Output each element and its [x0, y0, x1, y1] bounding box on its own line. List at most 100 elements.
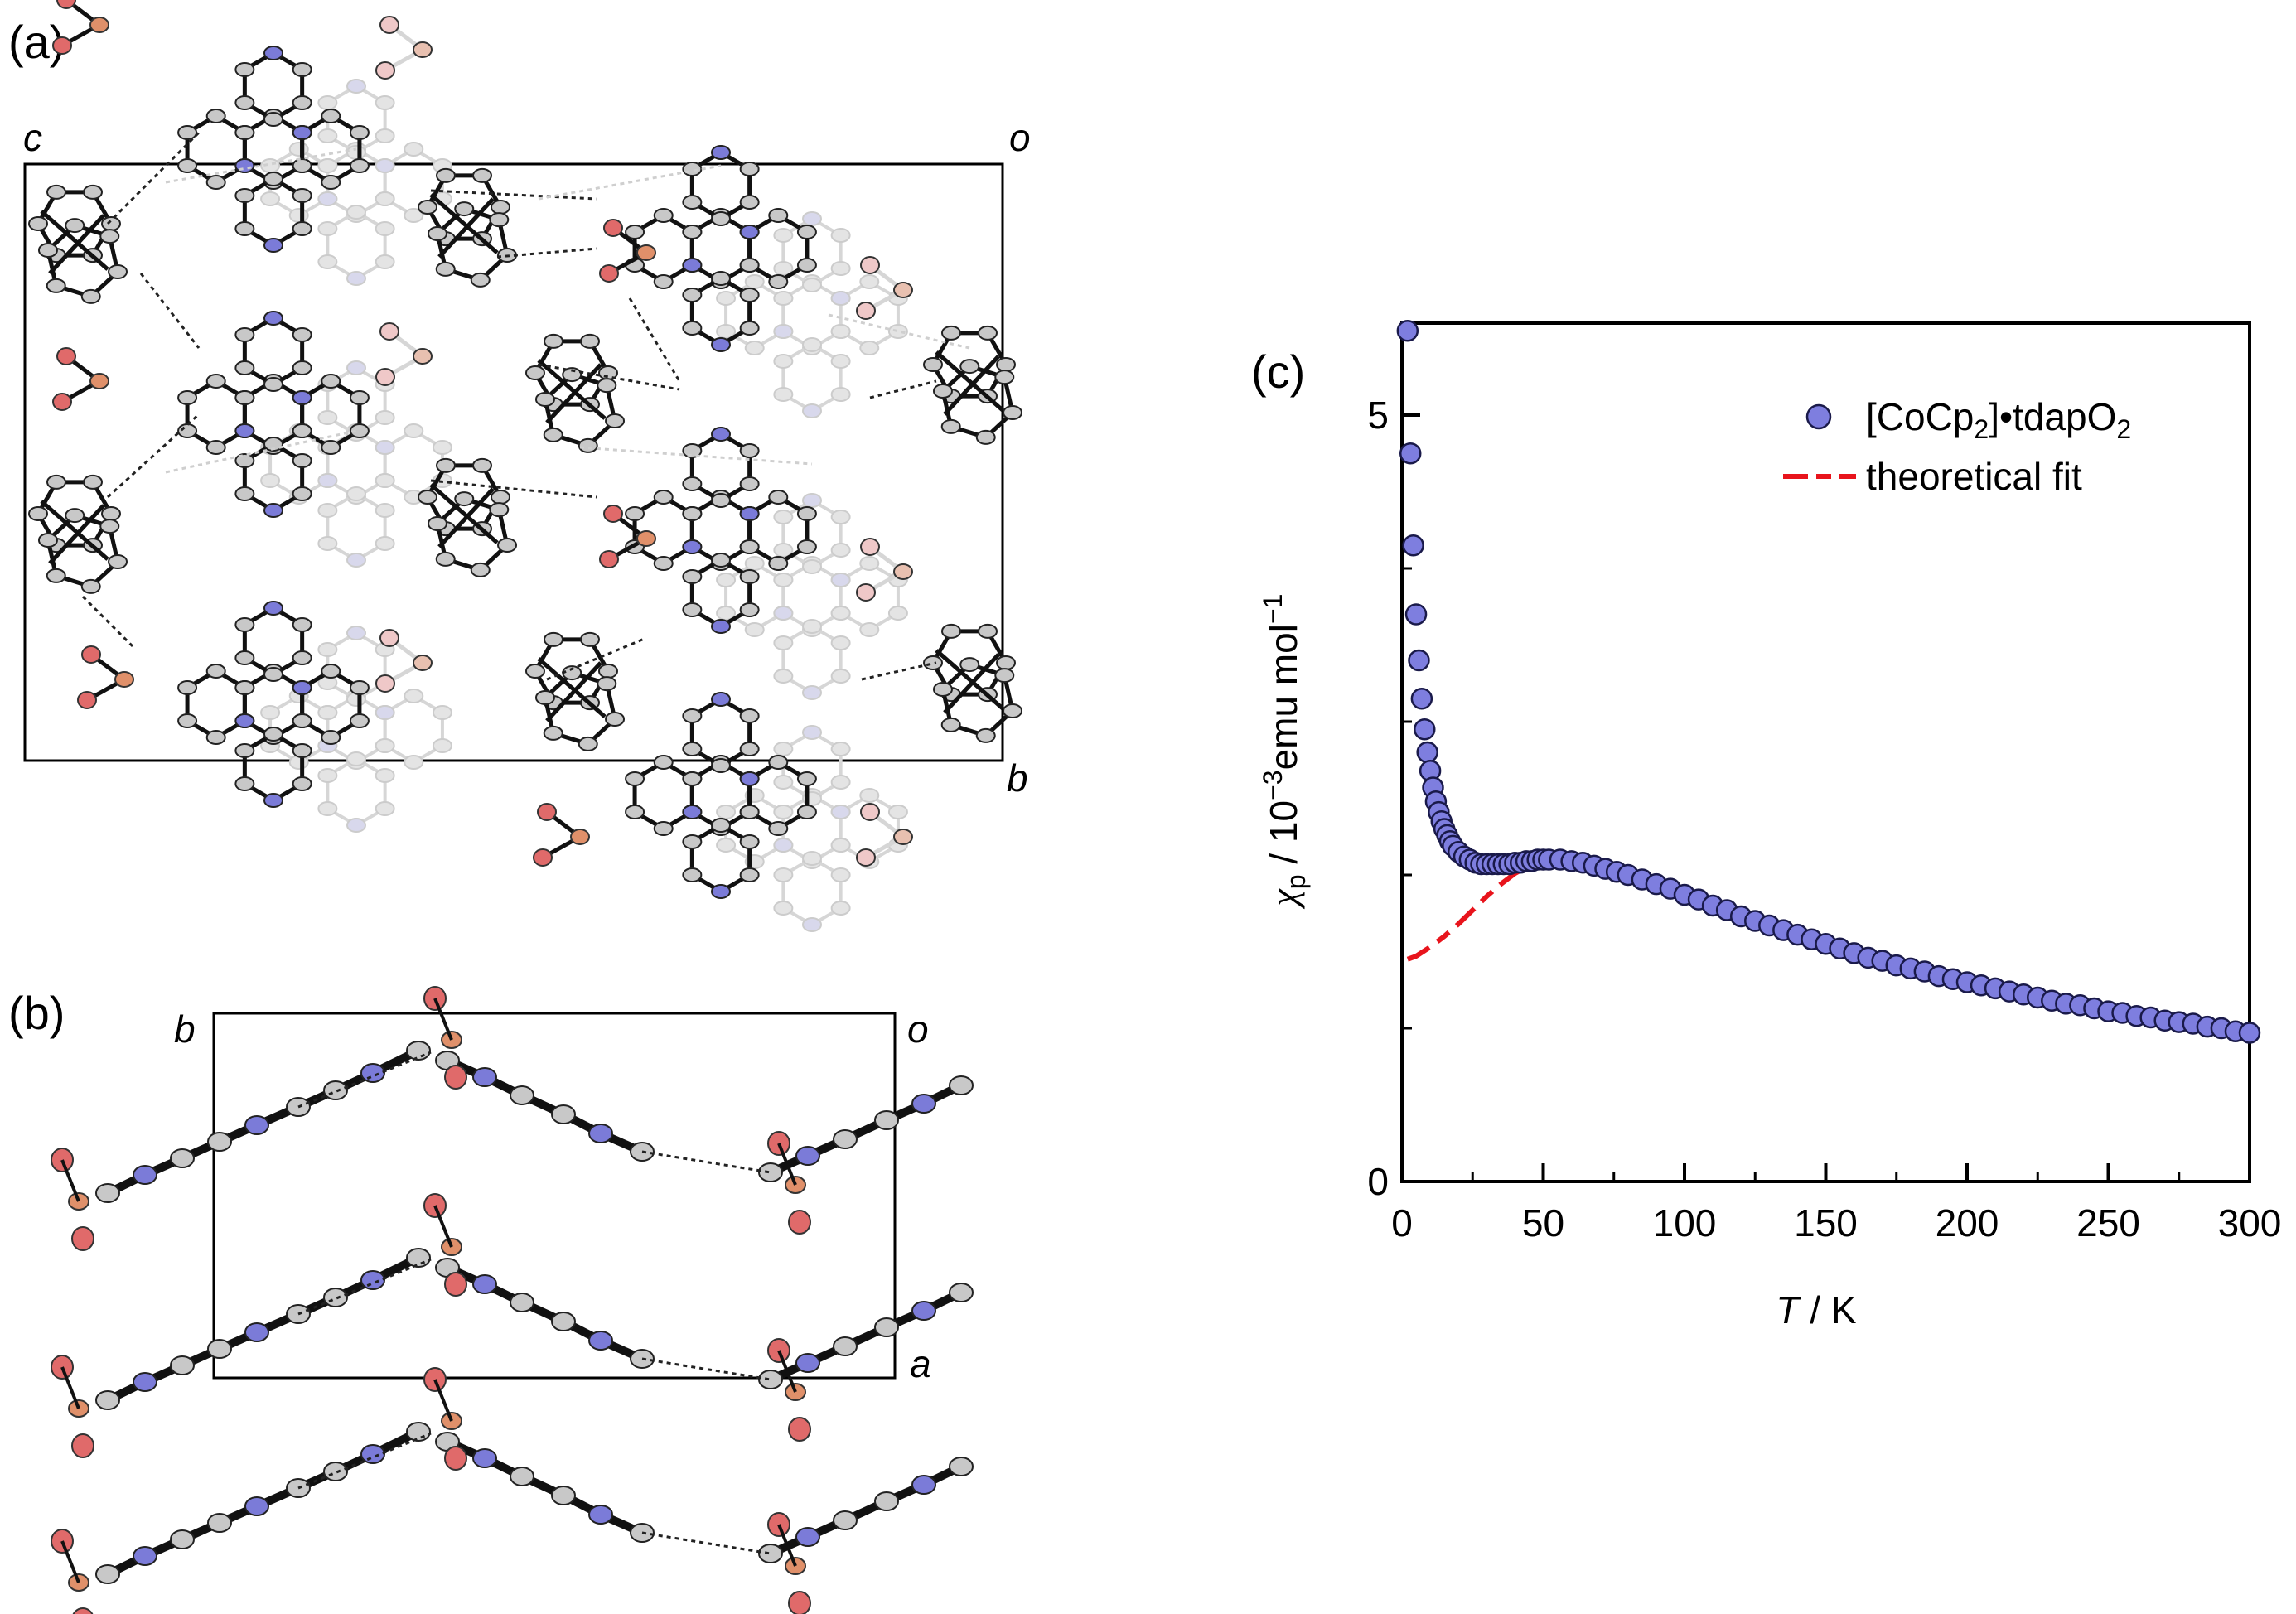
legend: [CoCp2]•tdapO2 theoretical fit: [1783, 395, 2131, 498]
legend-data-part2: ]•tdapO: [1989, 395, 2116, 438]
atom-carbon: [436, 457, 456, 473]
atom-nitrogen: [292, 390, 312, 405]
atom-carbon: [65, 508, 85, 524]
atom-carbon: [525, 365, 545, 380]
atom-carbon: [859, 622, 880, 637]
atom-carbon: [317, 801, 338, 816]
atom-carbon: [234, 221, 255, 236]
panel-b-label: (b): [8, 987, 65, 1039]
atom-carbon: [773, 228, 794, 243]
atom-carbon: [543, 725, 563, 741]
atom-carbon: [580, 631, 600, 647]
atom-carbon: [292, 221, 312, 236]
atom-carbon: [625, 506, 645, 521]
atom-carbon: [263, 437, 283, 452]
atom-carbon: [418, 200, 437, 215]
data-point: [1414, 718, 1436, 741]
atom-nitrogen: [263, 793, 283, 808]
hydrogen-bond: [297, 1432, 432, 1490]
atom-carbon: [234, 617, 255, 632]
atom-nitrogen: [472, 1067, 497, 1087]
atom-carbon: [598, 664, 618, 679]
x-tick-label: 200: [1936, 1201, 1999, 1244]
atom-carbon: [205, 664, 226, 679]
atom-carbon: [170, 1529, 195, 1549]
atom-carbon: [534, 391, 555, 407]
atom-carbon: [978, 325, 998, 341]
atom-carbon: [83, 184, 103, 200]
atom-carbon: [292, 423, 312, 438]
marker-layer: [1396, 320, 2261, 1044]
atom-nitrogen: [802, 211, 822, 226]
atom-nitrogen: [795, 1146, 820, 1166]
atom-nitrogen: [830, 805, 851, 819]
atom-nitrogen: [234, 158, 255, 173]
atom-carbon: [773, 543, 794, 558]
atom-carbon: [108, 264, 128, 280]
atom-carbon: [292, 188, 312, 203]
atom-carbon: [205, 374, 226, 389]
atom-carbon: [349, 713, 370, 728]
atom-nitrogen: [234, 713, 255, 728]
atom-carbon: [773, 775, 794, 790]
atom-oxygen: [788, 1417, 811, 1442]
atom-carbon: [739, 539, 760, 554]
atom-nitrogen: [588, 1331, 613, 1351]
atom-carbon: [432, 440, 452, 455]
atom-carbon: [773, 742, 794, 756]
atom-oxygen: [860, 803, 880, 821]
atom-carbon: [625, 225, 645, 239]
atom-carbon: [349, 125, 370, 140]
hydrogen-bond: [496, 247, 597, 259]
atom-carbon: [37, 242, 58, 258]
hydrogen-bond: [430, 189, 597, 201]
atom-carbon: [653, 208, 674, 223]
panel-a-crystal-packing: (a) c o b: [8, 0, 1031, 932]
atom-carbon: [994, 668, 1015, 684]
axis-label-b-a: b: [1007, 756, 1028, 800]
atom-carbon: [406, 1422, 431, 1442]
atom-carbon: [682, 708, 703, 723]
atom-carbon: [497, 538, 518, 553]
atom-carbon: [292, 713, 312, 728]
atom-carbon: [375, 95, 395, 110]
atom-carbon: [489, 212, 510, 228]
data-point: [1404, 603, 1428, 626]
atom-carbon: [578, 736, 598, 751]
y-axis-title: χp / 10−3emu mol−1: [1258, 594, 1311, 910]
atom-carbon: [472, 457, 492, 473]
atom-carbon: [260, 473, 281, 488]
atom-carbon: [773, 261, 794, 276]
atom-carbon: [941, 623, 961, 639]
atom-nitrogen: [682, 539, 703, 554]
co-bond: [48, 214, 105, 275]
atom-carbon: [234, 188, 255, 203]
atom-carbon: [321, 440, 341, 455]
atom-carbon: [349, 390, 370, 405]
atom-nitrogen: [911, 1094, 936, 1114]
co-bond: [437, 197, 495, 259]
x-tick-label: 50: [1522, 1201, 1564, 1244]
y-tick-label: 5: [1367, 394, 1389, 437]
atom-carbon: [435, 551, 456, 567]
atom-carbon: [207, 1513, 232, 1533]
atom-sulfur: [570, 829, 590, 845]
atom-carbon: [768, 556, 789, 571]
atom-oxygen: [375, 368, 395, 386]
atom-oxygen: [52, 36, 72, 55]
atom-nitrogen: [711, 692, 731, 707]
atom-nitrogen: [911, 1475, 936, 1495]
atom-nitrogen: [244, 1115, 269, 1135]
atom-nitrogen: [375, 158, 395, 173]
atom-carbon: [470, 272, 491, 288]
atom-nitrogen: [133, 1372, 157, 1392]
ring-bond: [185, 669, 247, 740]
co-bond: [935, 350, 1004, 412]
molecular-structure-b: [51, 986, 974, 1614]
atom-carbon: [682, 771, 703, 786]
atom-carbon: [830, 838, 851, 853]
atom-carbon: [234, 486, 255, 501]
atom-carbon: [80, 578, 101, 594]
atom-carbon: [432, 705, 452, 720]
